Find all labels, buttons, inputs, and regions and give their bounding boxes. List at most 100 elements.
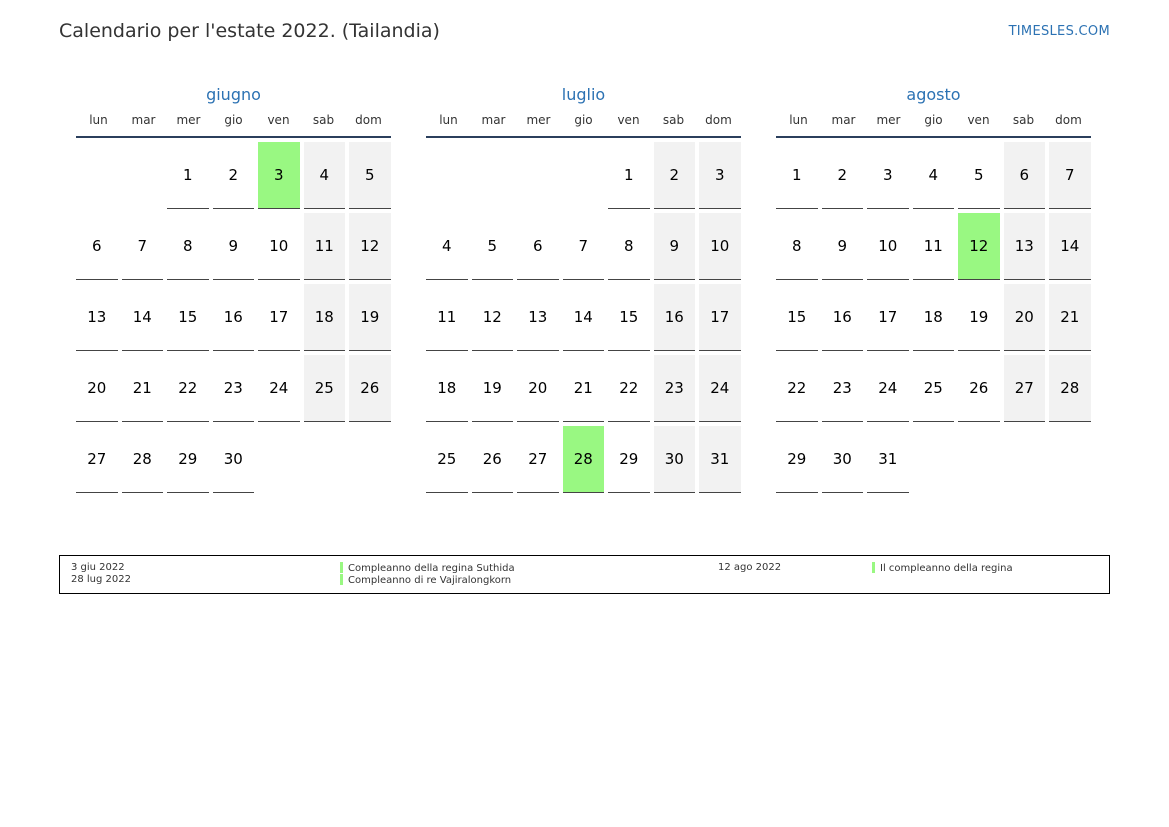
legend-item: Compleanno della regina Suthida (340, 562, 515, 574)
legend-item: Compleanno di re Vajiralongkorn (340, 574, 515, 586)
day-cell: 2 (212, 142, 254, 209)
weekday-label: mar (481, 113, 506, 127)
weekend-day-cell: 5 (349, 142, 391, 209)
weekday-label: mer (876, 113, 901, 127)
day-cell: 24 (258, 355, 300, 422)
weekend-day-cell: 13 (1003, 213, 1045, 280)
weekday-label: lun (439, 113, 458, 127)
weekend-day-cell: 25 (303, 355, 345, 422)
day-cell: 30 (821, 426, 863, 493)
weekday-label: mar (831, 113, 856, 127)
weekend-day-cell: 24 (699, 355, 741, 422)
weekend-day-cell: 21 (1049, 284, 1091, 351)
day-cell: 26 (471, 426, 513, 493)
day-cell: 8 (776, 213, 818, 280)
day-cell: 20 (517, 355, 559, 422)
weekend-day-cell: 7 (1049, 142, 1091, 209)
weekend-day-cell: 19 (349, 284, 391, 351)
weekend-day-cell: 10 (699, 213, 741, 280)
weekday-label: ven (267, 113, 290, 127)
day-cell: 13 (517, 284, 559, 351)
day-cell: 22 (167, 355, 209, 422)
weekend-day-cell: 4 (303, 142, 345, 209)
legend-date: 3 giu 2022 (71, 562, 125, 573)
day-cell: 25 (426, 426, 468, 493)
day-cell: 17 (867, 284, 909, 351)
holiday-color-marker (340, 574, 343, 585)
weekday-label: dom (705, 113, 732, 127)
month-name: giugno (206, 85, 261, 104)
legend-names-left: Compleanno della regina Suthida Complean… (340, 562, 515, 586)
day-cell: 4 (426, 213, 468, 280)
weekend-day-cell: 2 (653, 142, 695, 209)
days-grid: 1 2 3 4 5 6 7 8 9 10 11 12 13 14 15 16 17 18 19 20 21 22 23 24 2… (76, 142, 391, 493)
day-cell: 14 (562, 284, 604, 351)
weekday-header: lun mar mer gio ven sab dom (776, 113, 1091, 138)
day-cell: 8 (608, 213, 650, 280)
legend-holiday-name: Compleanno di re Vajiralongkorn (348, 575, 512, 586)
day-cell: 13 (76, 284, 118, 351)
day-cell: 8 (167, 213, 209, 280)
empty-day-cell (76, 142, 118, 208)
day-cell: 29 (776, 426, 818, 493)
weekday-label: gio (924, 113, 943, 127)
month-name: agosto (906, 85, 961, 104)
weekday-label: lun (89, 113, 108, 127)
day-cell: 21 (121, 355, 163, 422)
weekday-label: ven (967, 113, 990, 127)
day-cell: 26 (958, 355, 1000, 422)
weekend-day-cell: 26 (349, 355, 391, 422)
day-cell: 18 (912, 284, 954, 351)
legend-item: Il compleanno della regina (872, 562, 1013, 574)
day-cell: 31 (867, 426, 909, 493)
day-cell: 21 (562, 355, 604, 422)
weekday-label: gio (224, 113, 243, 127)
day-cell: 5 (471, 213, 513, 280)
empty-day-cell (563, 142, 605, 208)
holiday-color-marker (872, 562, 875, 573)
day-cell: 4 (912, 142, 954, 209)
day-cell: 16 (821, 284, 863, 351)
legend-holiday-name: Compleanno della regina Suthida (348, 563, 515, 574)
holiday-day-cell: 12 (958, 213, 1000, 280)
month-calendar-june: giugno lun mar mer gio ven sab dom 1 2 3 4 5 6 7 8 9 10… (76, 83, 391, 493)
day-cell: 19 (958, 284, 1000, 351)
day-cell: 29 (167, 426, 209, 493)
weekday-label: dom (355, 113, 382, 127)
day-cell: 18 (426, 355, 468, 422)
day-cell: 20 (76, 355, 118, 422)
weekday-header: lun mar mer gio ven sab dom (76, 113, 391, 138)
legend-date: 12 ago 2022 (718, 562, 782, 573)
weekday-label: sab (662, 113, 685, 127)
weekend-day-cell: 28 (1049, 355, 1091, 422)
weekend-day-cell: 30 (653, 426, 695, 493)
days-grid: 1 2 3 4 5 6 7 8 9 10 11 12 13 14 15 16 17 18 19 20 21 22 23 24 2… (776, 142, 1091, 493)
legend-dates-right: 12 ago 2022 (718, 562, 781, 574)
weekday-label: mar (131, 113, 156, 127)
weekend-day-cell: 6 (1003, 142, 1045, 209)
weekend-day-cell: 20 (1003, 284, 1045, 351)
legend-holiday-name: Il compleanno della regina (880, 563, 1013, 574)
day-cell: 9 (821, 213, 863, 280)
day-cell: 22 (608, 355, 650, 422)
day-cell: 15 (608, 284, 650, 351)
weekend-day-cell: 31 (699, 426, 741, 493)
day-cell: 1 (608, 142, 650, 209)
weekend-day-cell: 27 (1003, 355, 1045, 422)
holiday-legend: 3 giu 2022 28 lug 2022 Compleanno della … (59, 555, 1110, 594)
weekend-day-cell: 9 (653, 213, 695, 280)
holiday-day-cell: 3 (258, 142, 300, 209)
weekday-label: mer (176, 113, 201, 127)
day-cell: 3 (867, 142, 909, 209)
day-cell: 27 (517, 426, 559, 493)
day-cell: 7 (121, 213, 163, 280)
weekend-day-cell: 23 (653, 355, 695, 422)
page-title: Calendario per l'estate 2022. (Tailandia… (59, 20, 440, 42)
day-cell: 10 (867, 213, 909, 280)
month-calendar-august: agosto lun mar mer gio ven sab dom 1 2 3 4 5 6 7 8 9 10… (776, 83, 1091, 493)
day-cell: 6 (76, 213, 118, 280)
day-cell: 27 (76, 426, 118, 493)
day-cell: 17 (258, 284, 300, 351)
day-cell: 7 (562, 213, 604, 280)
site-link[interactable]: TIMESLES.COM (1008, 24, 1110, 39)
